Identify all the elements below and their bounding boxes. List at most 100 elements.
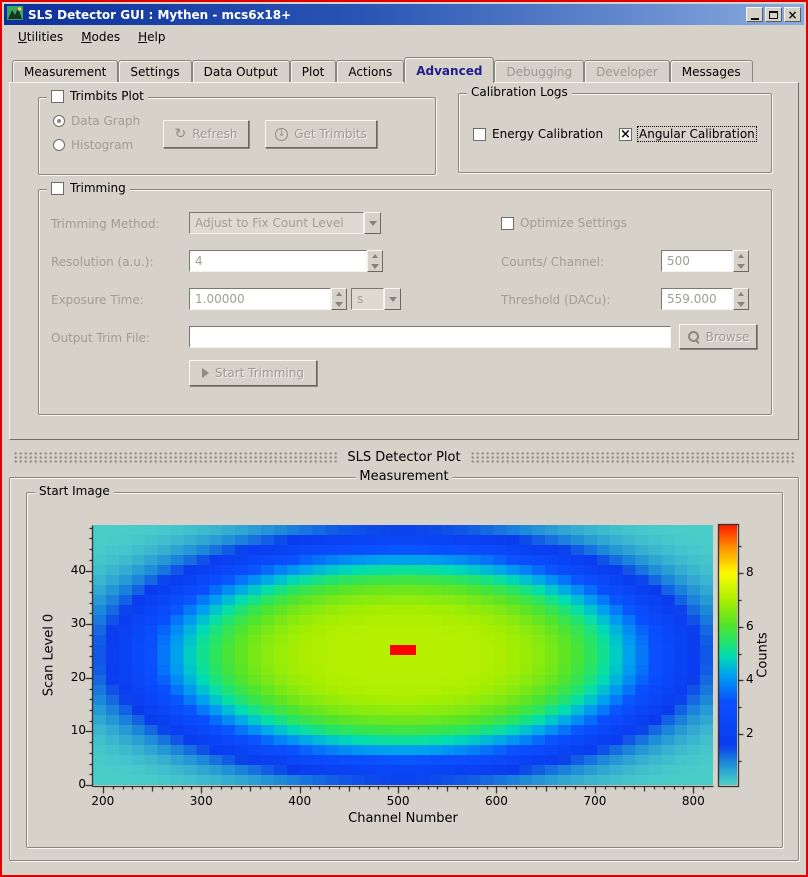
measurement-group: Measurement Start Image Scan Level 0 Cha…: [9, 469, 799, 861]
x-axis-title: Channel Number: [348, 811, 458, 826]
chevron-down-icon: [368, 220, 377, 226]
tabbar: Measurement Settings Data Output Plot Ac…: [12, 56, 804, 83]
x-tick-label: 800: [681, 794, 705, 808]
close-button[interactable]: ×: [784, 7, 801, 22]
menu-utilities[interactable]: Utilities: [18, 29, 64, 44]
trimming-group: Trimming Trimming Method: Adjust to Fix …: [38, 181, 772, 415]
histogram-radio[interactable]: Histogram: [53, 138, 133, 152]
trimming-method-combobox: Adjust to Fix Count Level: [189, 212, 381, 234]
radio-circle: [53, 139, 65, 151]
spin-up-icon: [372, 254, 378, 258]
colorbar: [719, 525, 737, 785]
play-icon: [202, 368, 210, 378]
exposure-time-label: Exposure Time:: [51, 293, 144, 307]
y-tick-label: 20: [70, 669, 86, 684]
spin-down-icon: [335, 301, 343, 307]
titlebar: SLS Detector GUI : Mythen - mcs6x18+ ×: [4, 4, 804, 25]
spin-buttons: [331, 288, 347, 310]
output-trim-file-input[interactable]: [189, 326, 671, 348]
browse-button: Browse: [679, 324, 757, 349]
refresh-button: ↻ Refresh: [163, 120, 249, 148]
data-graph-radio[interactable]: Data Graph: [53, 114, 140, 128]
maximize-icon: [769, 10, 778, 19]
tab-plot[interactable]: Plot: [289, 60, 337, 82]
window-controls: ×: [746, 7, 801, 22]
plot-dock-titlebar: SLS Detector Plot: [14, 447, 795, 467]
download-icon: ↓: [275, 127, 289, 141]
y-tick-label: 0: [78, 777, 86, 791]
colorbar-title: Counts: [755, 632, 771, 678]
spin-up-icon: [336, 292, 342, 296]
x-tick-label: 400: [288, 794, 312, 808]
calibration-logs-legend: Calibration Logs: [467, 85, 572, 100]
heatmap-plot: Scan Level 0 Channel Number Counts 200 30…: [35, 515, 775, 845]
trimbits-plot-checkbox[interactable]: Trimbits Plot: [51, 89, 144, 104]
y-tick-label: 40: [70, 562, 86, 577]
tab-data-output[interactable]: Data Output: [191, 60, 290, 82]
tab-debugging: Debugging: [494, 60, 585, 82]
menu-modes[interactable]: Modes: [81, 29, 121, 44]
energy-calibration-checkbox[interactable]: Energy Calibration: [473, 127, 603, 141]
y-tick-label: 10: [70, 723, 86, 738]
maximize-button[interactable]: [765, 7, 782, 22]
colorbar-tick-label: 4: [746, 672, 754, 687]
combo-arrow-button: [384, 288, 401, 310]
app-icon: [7, 6, 23, 23]
calibration-logs-group: Calibration Logs Energy Calibration × Ang…: [458, 85, 772, 173]
trimming-method-label: Trimming Method:: [51, 217, 160, 231]
counts-channel-spinbox: 500: [661, 250, 749, 272]
radio-circle: [53, 115, 65, 127]
x-tick-label: 600: [485, 794, 508, 808]
spin-down-icon: [737, 301, 745, 307]
checkbox-box: [473, 127, 486, 141]
spin-buttons: [733, 250, 749, 272]
spin-buttons: [367, 250, 383, 272]
tab-developer: Developer: [584, 60, 670, 82]
counts-channel-label: Counts/ Channel:: [501, 255, 605, 269]
search-icon: [687, 330, 700, 343]
tab-actions[interactable]: Actions: [336, 60, 405, 82]
advanced-tab-panel: Trimbits Plot Data Graph Histogram ↻ Refr…: [9, 82, 799, 440]
exposure-time-spinbox: 1.00000: [189, 288, 347, 310]
trimming-legend: Trimming: [47, 181, 130, 196]
spin-up-icon: [738, 254, 744, 258]
tab-messages[interactable]: Messages: [669, 60, 753, 82]
colorbar-tick-label: 6: [746, 618, 754, 633]
tab-advanced[interactable]: Advanced: [404, 57, 495, 83]
menu-help[interactable]: Help: [138, 29, 166, 44]
colorbar-tick-label: 8: [746, 565, 754, 580]
tab-settings[interactable]: Settings: [118, 60, 192, 82]
combo-arrow-button: [364, 212, 381, 234]
menubar: Utilities Modes Help: [4, 25, 804, 48]
minimize-button[interactable]: [746, 7, 763, 22]
angular-calibration-checkbox[interactable]: × Angular Calibration: [619, 126, 757, 142]
colorbar-tick-label: 2: [746, 726, 754, 741]
measurement-legend: Measurement: [355, 469, 453, 484]
resolution-spinbox: 4: [189, 250, 383, 272]
check-x-icon: ×: [620, 126, 631, 142]
dock-handle-right[interactable]: [470, 451, 795, 463]
checkbox-box-checked: ×: [619, 126, 632, 142]
dock-title: SLS Detector Plot: [347, 449, 461, 465]
y-tick-label: 30: [70, 616, 86, 631]
x-tick-label: 500: [386, 794, 410, 808]
heatmap-canvas[interactable]: [93, 525, 713, 785]
x-tick-label: 700: [583, 794, 607, 808]
checkbox-box: [501, 216, 514, 230]
close-icon: ×: [787, 7, 798, 22]
trimbits-plot-group: Trimbits Plot Data Graph Histogram ↻ Refr…: [38, 89, 436, 175]
spin-up-icon: [738, 292, 744, 296]
tab-measurement[interactable]: Measurement: [12, 60, 119, 82]
output-trim-file-label: Output Trim File:: [51, 331, 150, 345]
dock-handle-left[interactable]: [14, 451, 338, 463]
x-tick-label: 200: [91, 794, 115, 808]
trimming-checkbox[interactable]: Trimming: [51, 181, 126, 196]
minimize-icon: [750, 17, 759, 20]
chevron-down-icon: [388, 296, 397, 302]
trimbits-plot-legend: Trimbits Plot: [47, 89, 148, 104]
spin-down-icon: [737, 263, 745, 269]
optimize-settings-checkbox: Optimize Settings: [501, 216, 627, 230]
start-image-group: Start Image Scan Level 0 Channel Number …: [26, 484, 783, 848]
get-trimbits-button: ↓ Get Trimbits: [265, 120, 377, 148]
